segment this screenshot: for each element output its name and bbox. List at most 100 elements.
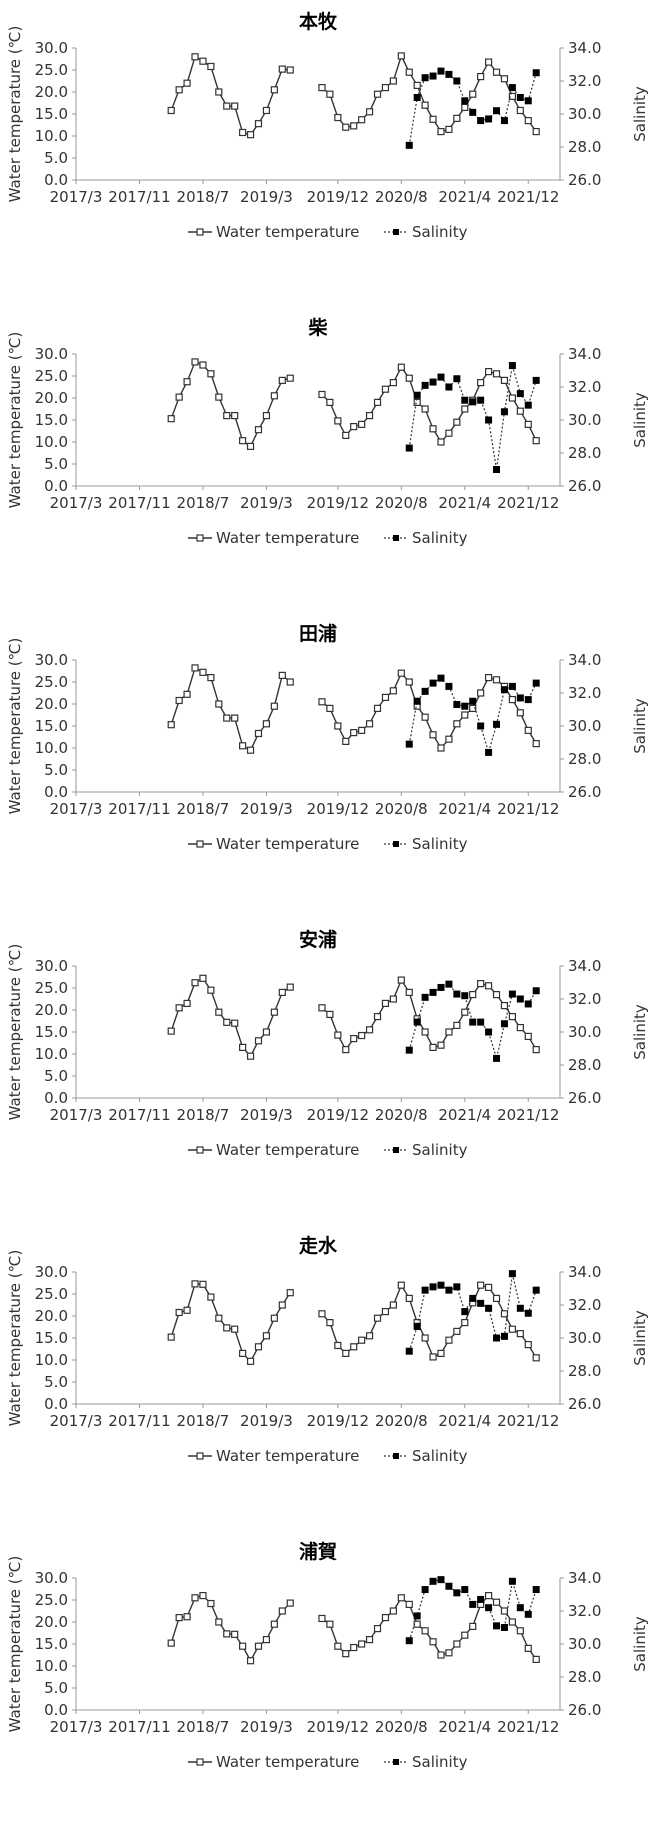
temperature-point: [223, 102, 231, 110]
temperature-point: [278, 988, 286, 997]
temperature-point: [254, 426, 263, 434]
x-tick-label: 2019/3: [240, 800, 293, 818]
temperature-point: [389, 378, 397, 387]
temperature-point: [342, 123, 350, 131]
temperature-point: [207, 673, 215, 682]
legend-salinity-marker: [393, 229, 399, 235]
y2-tick-label: 26.0: [568, 1089, 601, 1107]
salinity-point: [493, 1054, 501, 1062]
y-tick-label: 10.0: [35, 127, 68, 145]
temperature-point: [318, 1614, 326, 1623]
temperature-point: [445, 429, 453, 437]
y2-axis-label: Salinity: [631, 1616, 649, 1672]
y-tick-label: 10.0: [35, 1657, 68, 1675]
temperature-point: [262, 1635, 271, 1644]
salinity-point: [500, 1624, 508, 1631]
temperature-point: [445, 125, 453, 134]
temperature-point: [167, 415, 175, 423]
salinity-point: [437, 373, 445, 381]
legend-label: Salinity: [412, 1447, 468, 1465]
temperature-point: [365, 411, 374, 420]
temperature-point: [334, 1642, 342, 1650]
temperature-point: [500, 376, 509, 385]
temperature-point: [429, 1353, 437, 1361]
chart-title: 柴: [307, 316, 328, 339]
temperature-point: [453, 720, 461, 728]
y2-tick-label: 26.0: [568, 171, 601, 189]
temperature-point: [175, 1613, 183, 1622]
temperature-point: [437, 128, 445, 136]
temperature-point: [334, 722, 342, 730]
temperature-point: [437, 1651, 445, 1659]
y-tick-label: 20.0: [35, 83, 68, 101]
temperature-point: [477, 689, 485, 697]
y2-tick-label: 26.0: [568, 477, 601, 495]
legend-label: Water temperature: [216, 1141, 359, 1159]
temperature-point: [167, 106, 175, 115]
temperature-point: [207, 1599, 215, 1608]
temperature-point: [373, 90, 382, 98]
temperature-point: [254, 120, 263, 128]
chart-panel: 本牧 0.0 5.0 10.0 15.0 20.0 25.0 30.0 26.0 28.0 30.0…: [0, 0, 664, 306]
salinity-point: [437, 1281, 445, 1289]
temperature-point: [286, 374, 294, 382]
salinity-point: [421, 993, 429, 1001]
temperature-line: [170, 1283, 291, 1363]
x-tick-label: 2019/12: [307, 1412, 369, 1430]
temperature-point: [500, 1607, 509, 1615]
temperature-point: [508, 695, 516, 704]
salinity-point: [413, 1612, 421, 1620]
salinity-point: [516, 1604, 524, 1612]
y2-tick-label: 34.0: [568, 39, 601, 57]
temperature-point: [437, 744, 445, 752]
salinity-point: [516, 1304, 524, 1312]
temperature-point: [524, 726, 532, 735]
y-tick-label: 15.0: [35, 1329, 68, 1347]
temperature-point: [175, 86, 183, 94]
temperature-point: [342, 1650, 350, 1658]
salinity-point: [461, 702, 469, 710]
x-tick-label: 2021/4: [438, 1106, 491, 1124]
x-tick-label: 2019/12: [307, 188, 369, 206]
y2-tick-label: 28.0: [568, 138, 601, 156]
legend-label: Salinity: [412, 529, 468, 547]
temperature-point: [223, 411, 231, 420]
temperature-point: [469, 990, 477, 999]
salinity-point: [445, 1582, 453, 1590]
temperature-point: [270, 702, 278, 710]
salinity-point: [508, 84, 516, 92]
x-tick-label: 2021/12: [497, 1412, 559, 1430]
temperature-point: [183, 1613, 191, 1621]
y2-tick-label: 26.0: [568, 783, 601, 801]
y-tick-label: 25.0: [35, 1285, 68, 1303]
temperature-point: [326, 704, 334, 713]
y2-tick-label: 34.0: [568, 1263, 601, 1281]
salinity-point: [429, 1283, 437, 1291]
temperature-point: [223, 1324, 231, 1332]
salinity-point: [421, 1286, 429, 1294]
salinity-point: [453, 375, 461, 383]
temperature-point: [270, 86, 278, 94]
legend-temperature-marker: [196, 228, 204, 236]
temperature-point: [175, 696, 183, 705]
temperature-point: [508, 1325, 516, 1333]
temperature-point: [429, 731, 437, 739]
y2-tick-label: 28.0: [568, 444, 601, 462]
salinity-point: [532, 69, 540, 77]
y2-tick-label: 32.0: [568, 990, 601, 1008]
chart-svg: 走水 0.0 5.0 10.0 15.0 20.0 25.0 30.0 26.0 28.0 30.0…: [6, 1235, 649, 1465]
temperature-point: [524, 1644, 532, 1653]
temperature-point: [334, 1341, 342, 1350]
temperature-point: [477, 378, 485, 387]
temperature-point: [445, 735, 453, 743]
temperature-point: [492, 68, 501, 76]
temperature-point: [389, 1607, 397, 1615]
y2-tick-label: 28.0: [568, 1056, 601, 1074]
temperature-point: [350, 122, 358, 130]
x-tick-label: 2019/3: [240, 494, 293, 512]
temperature-point: [421, 1334, 429, 1342]
chart-svg: 田浦 0.0 5.0 10.0 15.0 20.0 25.0 30.0 26.0 28.0 30.0…: [6, 622, 649, 853]
salinity-point: [461, 97, 469, 105]
x-tick-label: 2019/3: [240, 1718, 293, 1736]
chart-panel: 田浦 0.0 5.0 10.0 15.0 20.0 25.0 30.0 26.0 28.0 30.0…: [0, 612, 664, 918]
